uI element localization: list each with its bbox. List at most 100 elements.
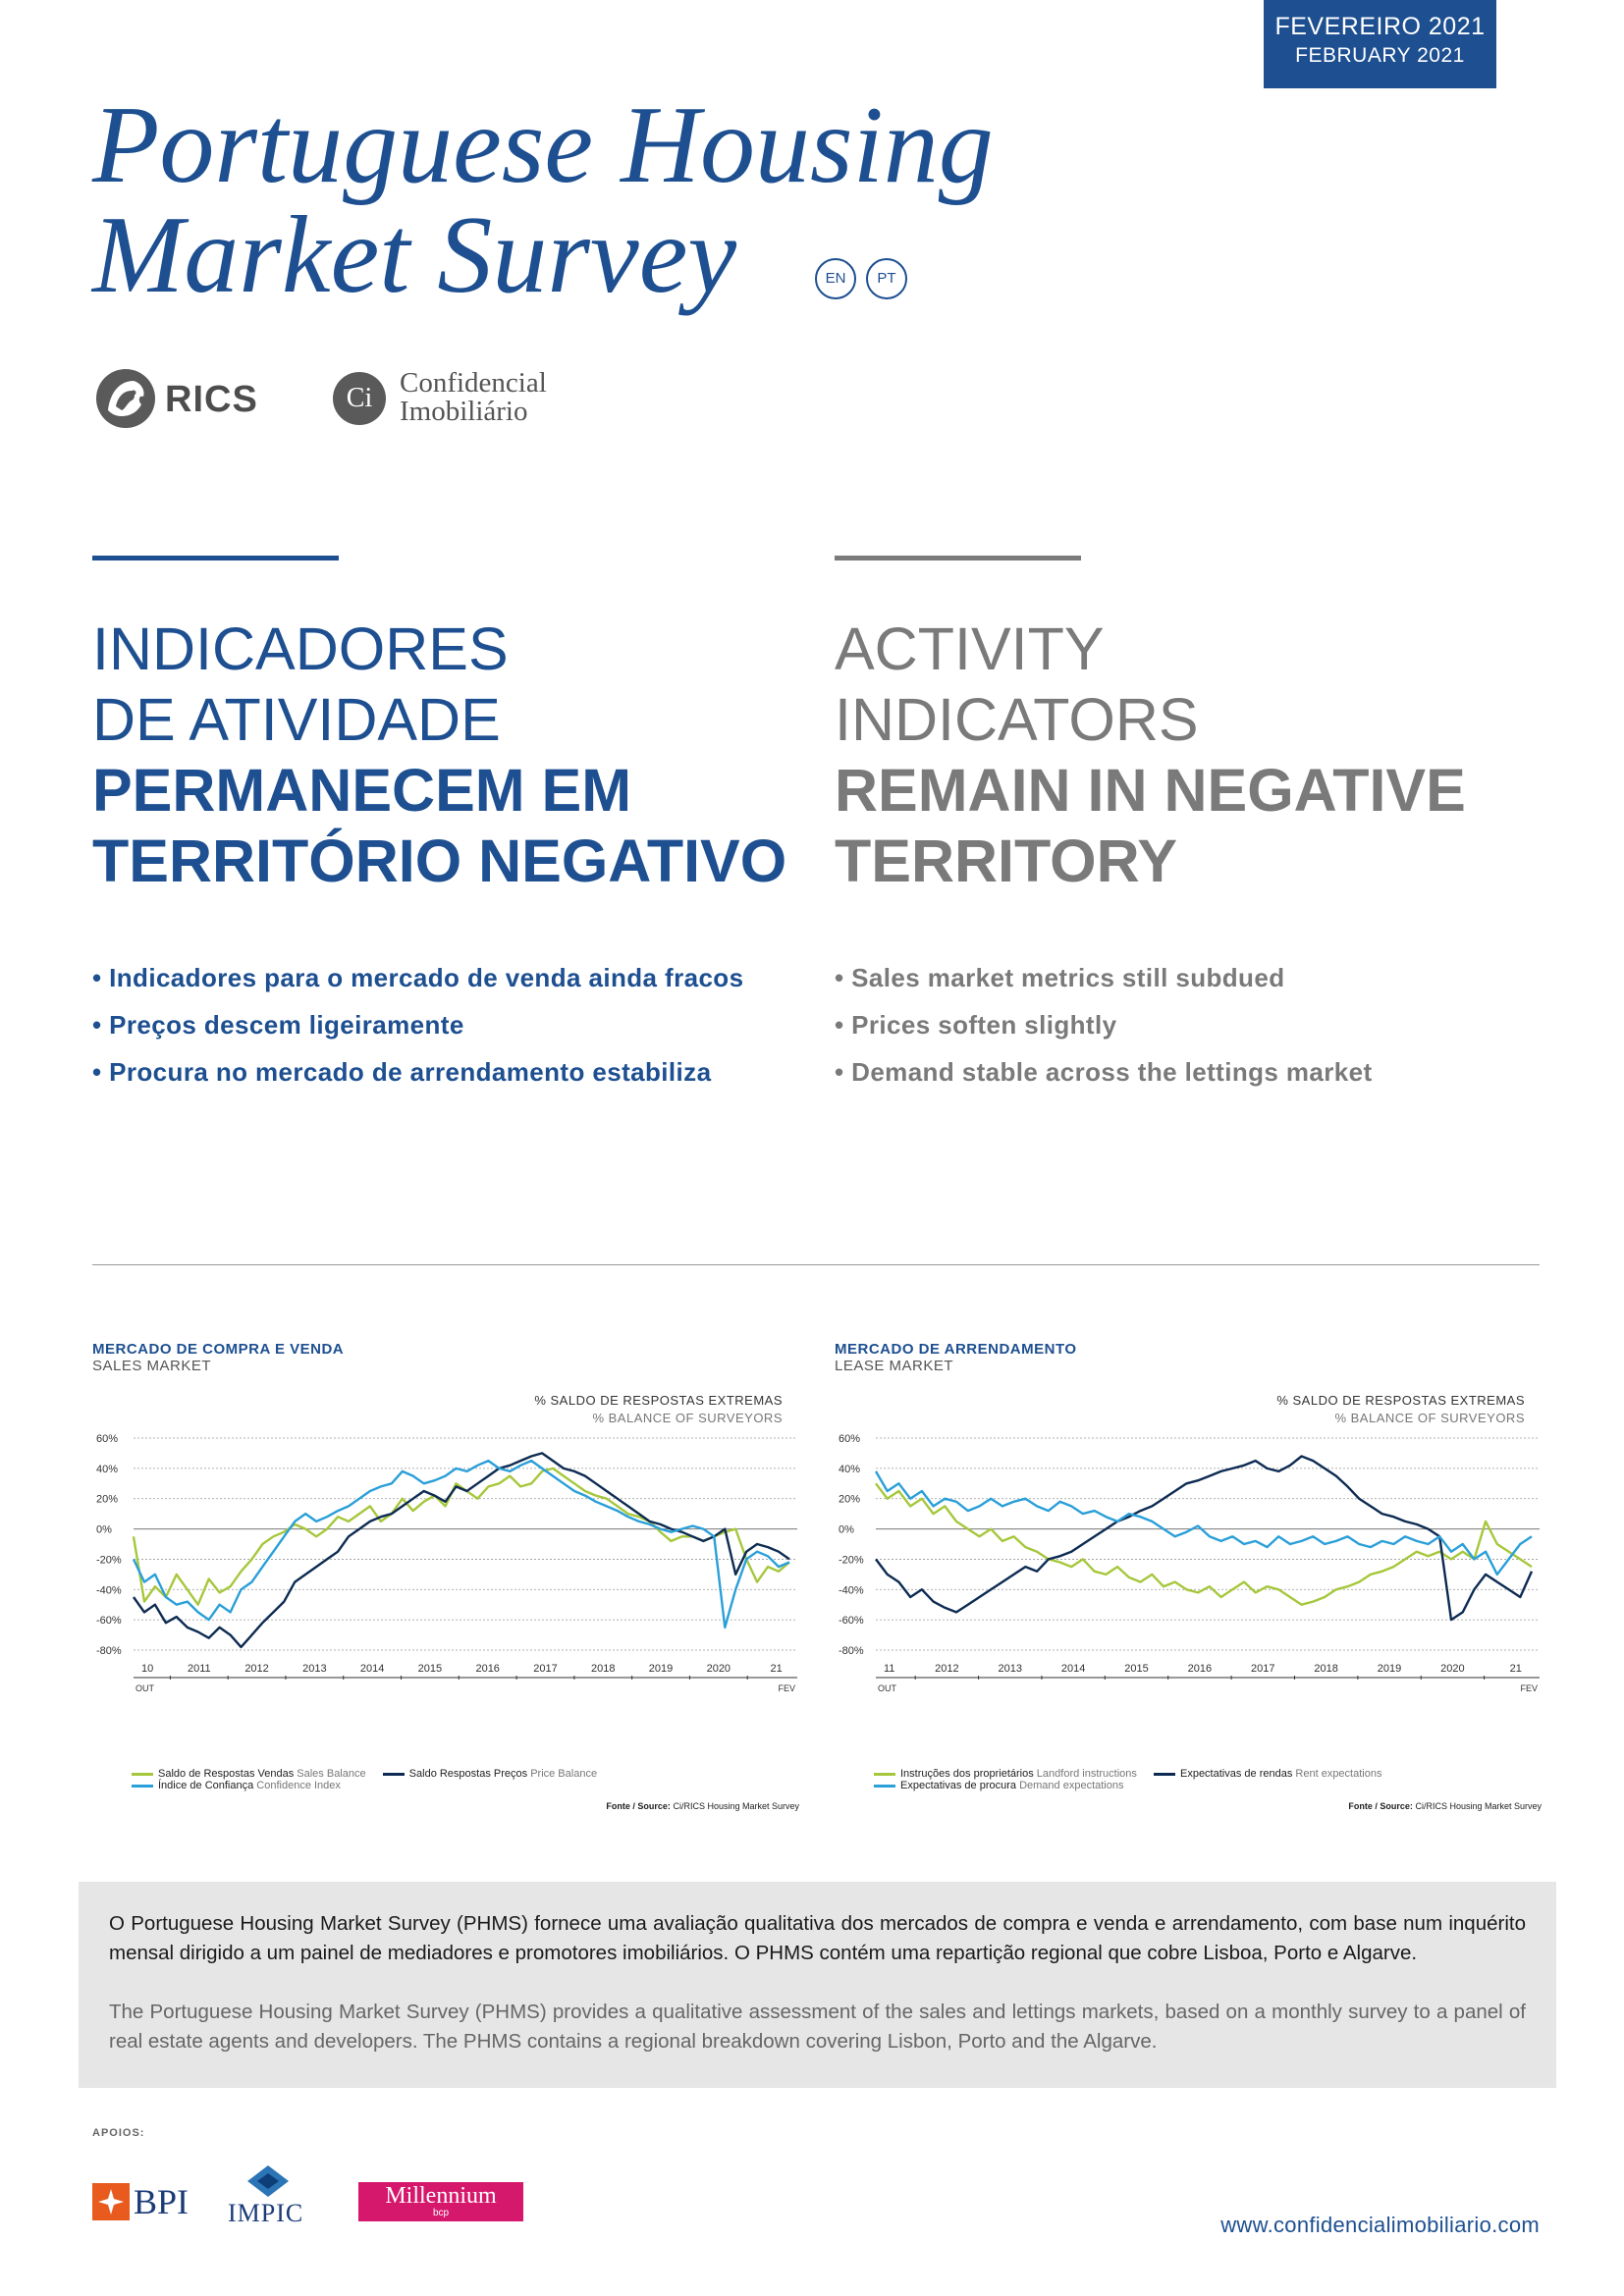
report-title: Portuguese Housing Market Survey (92, 90, 994, 310)
millennium-logo-sub: bcp (432, 2208, 450, 2218)
sales-chart-subtitle: SALES MARKET (92, 1358, 212, 1374)
bullet-en-2: Prices soften slightly (835, 1001, 1561, 1048)
sales-source-label: Fonte / Source: (606, 1801, 671, 1811)
headline-en-light-2: INDICATORS (835, 686, 1199, 753)
bpi-logo-text: BPI (134, 2182, 189, 2221)
headline-en: ACTIVITY INDICATORS REMAIN IN NEGATIVE T… (835, 614, 1561, 896)
legend-swatch-navy (1153, 1772, 1175, 1776)
headline-en-bold-1: REMAIN IN NEGATIVE (835, 757, 1466, 824)
sales-chart-header: MERCADO DE COMPRA E VENDA SALES MARKET (92, 1341, 799, 1374)
x-tick-label: 2017 (533, 1663, 557, 1675)
x-end-label: FEV (778, 1683, 795, 1693)
lease-axis-en: % BALANCE OF SURVEYORS (1334, 1411, 1525, 1425)
series-line-2 (132, 1459, 790, 1629)
x-tick-label: 2015 (1124, 1663, 1148, 1675)
x-tick-label: 2017 (1251, 1663, 1274, 1675)
sales-axis-label: % SALDO DE RESPOSTAS EXTREMAS % BALANCE … (393, 1392, 783, 1427)
series-line-0 (875, 1482, 1533, 1606)
headline-en-bold-2: TERRITORY (835, 828, 1178, 894)
legend-confidence-en: Confidence Index (256, 1780, 341, 1791)
legend-swatch-blue (132, 1784, 153, 1788)
ci-logo-mark: Ci (333, 372, 386, 425)
legend-rent-pt: Expectativas de rendas (1179, 1768, 1293, 1780)
headline-pt-bold-1: PERMANECEM EM (92, 757, 632, 824)
ci-logo-text: Confidencial Imobiliário (400, 369, 547, 426)
x-tick-label: 21 (1510, 1663, 1522, 1675)
sales-axis-pt: % SALDO DE RESPOSTAS EXTREMAS (534, 1393, 783, 1408)
x-tick-label: 2019 (1378, 1663, 1401, 1675)
lease-chart-header: MERCADO DE ARRENDAMENTO LEASE MARKET (835, 1341, 1542, 1374)
bullet-pt-1: Indicadores para o mercado de venda aind… (92, 954, 819, 1001)
y-tick-label: 20% (839, 1494, 860, 1506)
legend-rent-en: Rent expectations (1295, 1768, 1382, 1780)
legend-swatch-green (132, 1772, 153, 1776)
x-tick-label: 11 (884, 1663, 894, 1675)
legend-rent-expectations: Expectativas de rendas Rent expectations (1153, 1768, 1382, 1780)
sales-legend-row-2: Índice de Confiança Confidence Index (132, 1780, 799, 1791)
rics-lion-icon (96, 369, 155, 428)
legend-swatch-blue (874, 1784, 895, 1788)
millennium-logo-text: Millennium (385, 2183, 497, 2209)
lease-legend-row-1: Instruções dos proprietários Landford in… (874, 1768, 1542, 1780)
x-tick-label: 2014 (360, 1663, 384, 1675)
x-tick-label: 2018 (1314, 1663, 1337, 1675)
sales-legend-row-1: Saldo de Respostas Vendas Sales Balance … (132, 1768, 799, 1780)
x-tick-label: 10 (141, 1663, 153, 1675)
date-badge: FEVEREIRO 2021 FEBRUARY 2021 (1264, 0, 1496, 88)
about-box: O Portuguese Housing Market Survey (PHMS… (79, 1882, 1556, 2088)
x-tick-label: 2015 (418, 1663, 442, 1675)
legend-price-balance-en: Price Balance (530, 1768, 598, 1780)
y-tick-label: -80% (96, 1645, 122, 1657)
legend-demand-en: Demand expectations (1019, 1780, 1124, 1791)
y-tick-label: -60% (839, 1615, 864, 1627)
lang-pt-button[interactable]: PT (866, 258, 907, 299)
lease-source: Fonte / Source: Ci/RICS Housing Market S… (1227, 1801, 1542, 1811)
x-tick-label: 2020 (1440, 1663, 1464, 1675)
legend-confidence-index: Índice de Confiança Confidence Index (132, 1780, 341, 1791)
legend-landlord-en: Landford instructions (1036, 1768, 1137, 1780)
x-tick-label: 2016 (475, 1663, 499, 1675)
x-tick-label: 2013 (999, 1663, 1022, 1675)
legend-demand-pt: Expectativas de procura (900, 1780, 1017, 1791)
ci-logo-line-1: Confidencial (400, 367, 547, 399)
website-link[interactable]: www.confidencialimobiliario.com (1220, 2213, 1540, 2237)
lease-chart-subtitle: LEASE MARKET (835, 1358, 954, 1374)
title-line-2: Market Survey (92, 194, 737, 316)
y-tick-label: -40% (839, 1584, 864, 1596)
legend-sales-balance: Saldo de Respostas Vendas Sales Balance (132, 1768, 366, 1780)
headline-en-light-1: ACTIVITY (835, 615, 1105, 682)
headline-pt-light-1: INDICADORES (92, 615, 509, 682)
legend-confidence-pt: Índice de Confiança (158, 1780, 254, 1791)
headline-pt: INDICADORES DE ATIVIDADE PERMANECEM EM T… (92, 614, 819, 896)
lang-en-button[interactable]: EN (815, 258, 856, 299)
bpi-logo-icon (92, 2183, 130, 2220)
series-line-2 (874, 1470, 1533, 1576)
y-tick-label: 0% (96, 1524, 112, 1536)
y-tick-label: 60% (96, 1433, 118, 1445)
y-tick-label: -20% (839, 1554, 864, 1566)
series-line-1 (875, 1455, 1534, 1622)
divider-en (835, 556, 1081, 561)
sales-axis-en: % BALANCE OF SURVEYORS (592, 1411, 783, 1425)
lease-axis-label: % SALDO DE RESPOSTAS EXTREMAS % BALANCE … (1135, 1392, 1525, 1427)
lease-legend: Instruções dos proprietários Landford in… (874, 1768, 1542, 1791)
x-tick-label: 21 (770, 1663, 782, 1675)
bullets-pt: Indicadores para o mercado de venda aind… (92, 954, 819, 1095)
y-tick-label: 40% (839, 1464, 860, 1475)
x-tick-label: 2013 (302, 1663, 326, 1675)
x-tick-label: 2012 (935, 1663, 958, 1675)
lease-source-text: Ci/RICS Housing Market Survey (1415, 1801, 1542, 1811)
bullet-en-3: Demand stable across the lettings market (835, 1048, 1561, 1095)
sales-source-text: Ci/RICS Housing Market Survey (673, 1801, 799, 1811)
x-end-label: FEV (1520, 1683, 1538, 1693)
divider-pt (92, 556, 339, 561)
series-line-0 (132, 1467, 790, 1606)
title-line-1: Portuguese Housing (92, 84, 994, 206)
lease-legend-row-2: Expectativas de procura Demand expectati… (874, 1780, 1542, 1791)
x-tick-label: 2011 (188, 1663, 211, 1675)
lease-axis-pt: % SALDO DE RESPOSTAS EXTREMAS (1276, 1393, 1525, 1408)
x-tick-label: 2016 (1188, 1663, 1212, 1675)
legend-sales-balance-en: Sales Balance (297, 1768, 366, 1780)
x-tick-label: 2012 (244, 1663, 268, 1675)
y-tick-label: -80% (839, 1645, 864, 1657)
